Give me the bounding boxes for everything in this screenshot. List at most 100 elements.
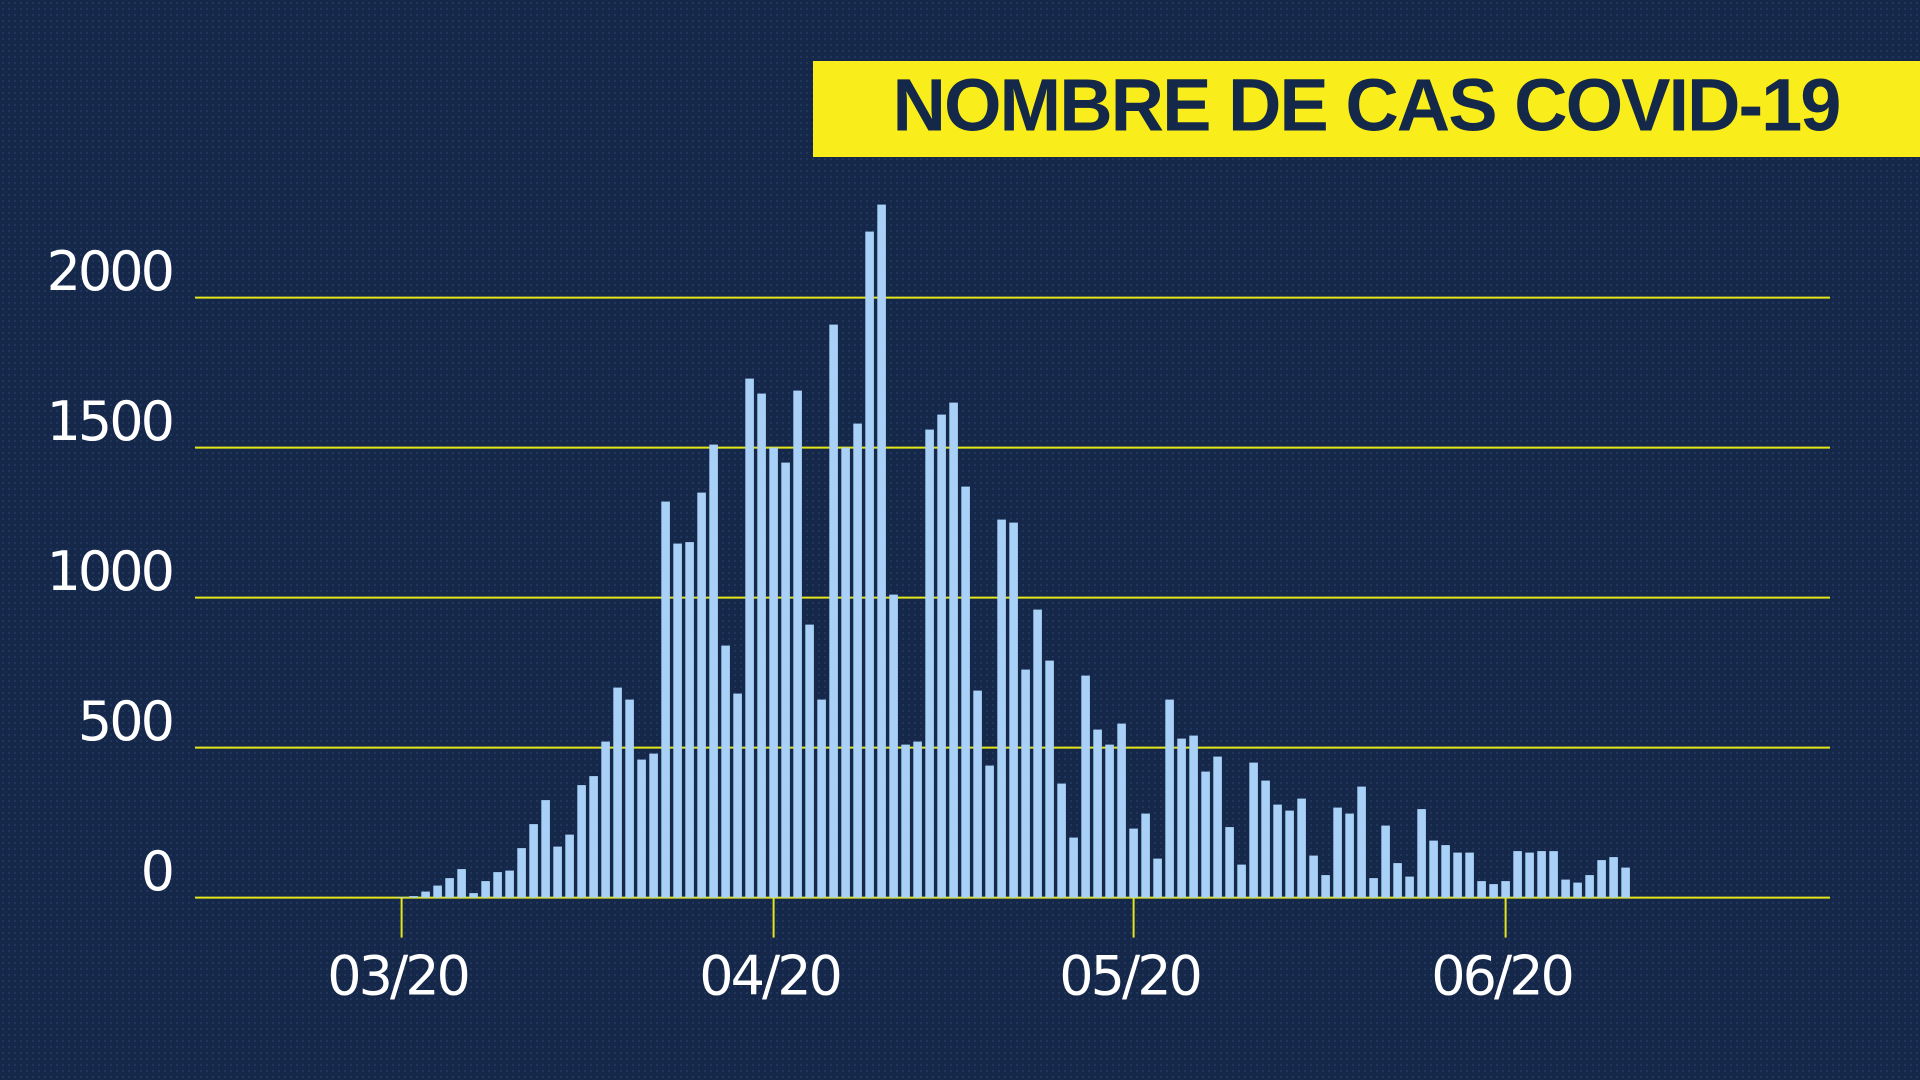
bar [661, 501, 670, 898]
bar [889, 594, 898, 898]
bar [1477, 881, 1486, 898]
bar [1009, 522, 1018, 898]
bar [1489, 884, 1498, 898]
bar [901, 744, 910, 898]
x-tick-label: 04/20 [699, 945, 840, 1008]
bar [1081, 675, 1090, 898]
bar [853, 423, 862, 898]
bar [1237, 864, 1246, 898]
bar [697, 492, 706, 898]
bar [1117, 723, 1126, 898]
x-tick-label: 06/20 [1431, 945, 1572, 1008]
bar [745, 378, 754, 898]
bar [1441, 845, 1450, 898]
title-banner [813, 61, 1920, 157]
bar [493, 872, 502, 898]
bar [1525, 852, 1534, 898]
bar [817, 699, 826, 898]
bar [1105, 744, 1114, 898]
bar [469, 893, 478, 898]
bar [1417, 809, 1426, 898]
bar [877, 204, 886, 898]
bar [1057, 783, 1066, 898]
bar [1213, 756, 1222, 898]
bar [649, 753, 658, 898]
x-tick-label: 03/20 [327, 945, 468, 1008]
bar [1513, 851, 1522, 898]
bar [1453, 852, 1462, 898]
bar [757, 393, 766, 898]
y-tick-label: 500 [78, 690, 172, 753]
bar [553, 846, 562, 898]
bar [529, 824, 538, 898]
bar [1537, 851, 1546, 898]
bar [685, 542, 694, 898]
bar [481, 881, 490, 898]
bar [577, 785, 586, 898]
bar [1573, 882, 1582, 898]
bar [1321, 875, 1330, 898]
bar [1297, 798, 1306, 898]
bar [1201, 771, 1210, 898]
bar [1021, 669, 1030, 898]
bar [433, 885, 442, 898]
bar [409, 896, 418, 898]
bar [1261, 780, 1270, 898]
bar [1357, 786, 1366, 898]
bar [1141, 813, 1150, 898]
chart-title: NOMBRE DE CAS COVID-19 [893, 64, 1840, 147]
bar [1393, 863, 1402, 898]
bar [1345, 813, 1354, 898]
bar [733, 693, 742, 898]
bar [1381, 825, 1390, 898]
bar [541, 800, 550, 898]
y-tick-label: 1500 [47, 390, 172, 453]
bar [589, 776, 598, 898]
bar [601, 741, 610, 898]
bar [721, 645, 730, 898]
bar [913, 741, 922, 898]
bar [985, 765, 994, 898]
bar [613, 687, 622, 898]
bar [1597, 860, 1606, 898]
bar [805, 624, 814, 898]
bar [1165, 699, 1174, 898]
bar [625, 699, 634, 898]
bar [949, 402, 958, 898]
bar [997, 519, 1006, 898]
bar [1465, 852, 1474, 898]
bar [565, 834, 574, 898]
bar [1609, 857, 1618, 898]
bar [1225, 827, 1234, 898]
bar [1549, 851, 1558, 898]
bar [865, 231, 874, 898]
bar [421, 891, 430, 898]
bar [1285, 810, 1294, 898]
bar [1249, 762, 1258, 898]
bar [1093, 729, 1102, 898]
bar [1189, 735, 1198, 898]
bar [973, 690, 982, 898]
bar [445, 878, 454, 898]
bar [781, 462, 790, 898]
bar [1273, 804, 1282, 898]
bar [841, 447, 850, 898]
bar [1429, 840, 1438, 898]
bar [1069, 837, 1078, 898]
y-tick-label: 2000 [47, 240, 172, 303]
bar [1309, 855, 1318, 898]
bar [1561, 879, 1570, 898]
bar [709, 444, 718, 898]
bar [457, 869, 466, 898]
bar [1405, 876, 1414, 898]
y-tick-label: 0 [141, 840, 172, 903]
bar [1129, 828, 1138, 898]
bar [1585, 875, 1594, 898]
y-tick-label: 1000 [47, 540, 172, 603]
bar [505, 870, 514, 898]
bar [1153, 858, 1162, 898]
bar [517, 848, 526, 898]
